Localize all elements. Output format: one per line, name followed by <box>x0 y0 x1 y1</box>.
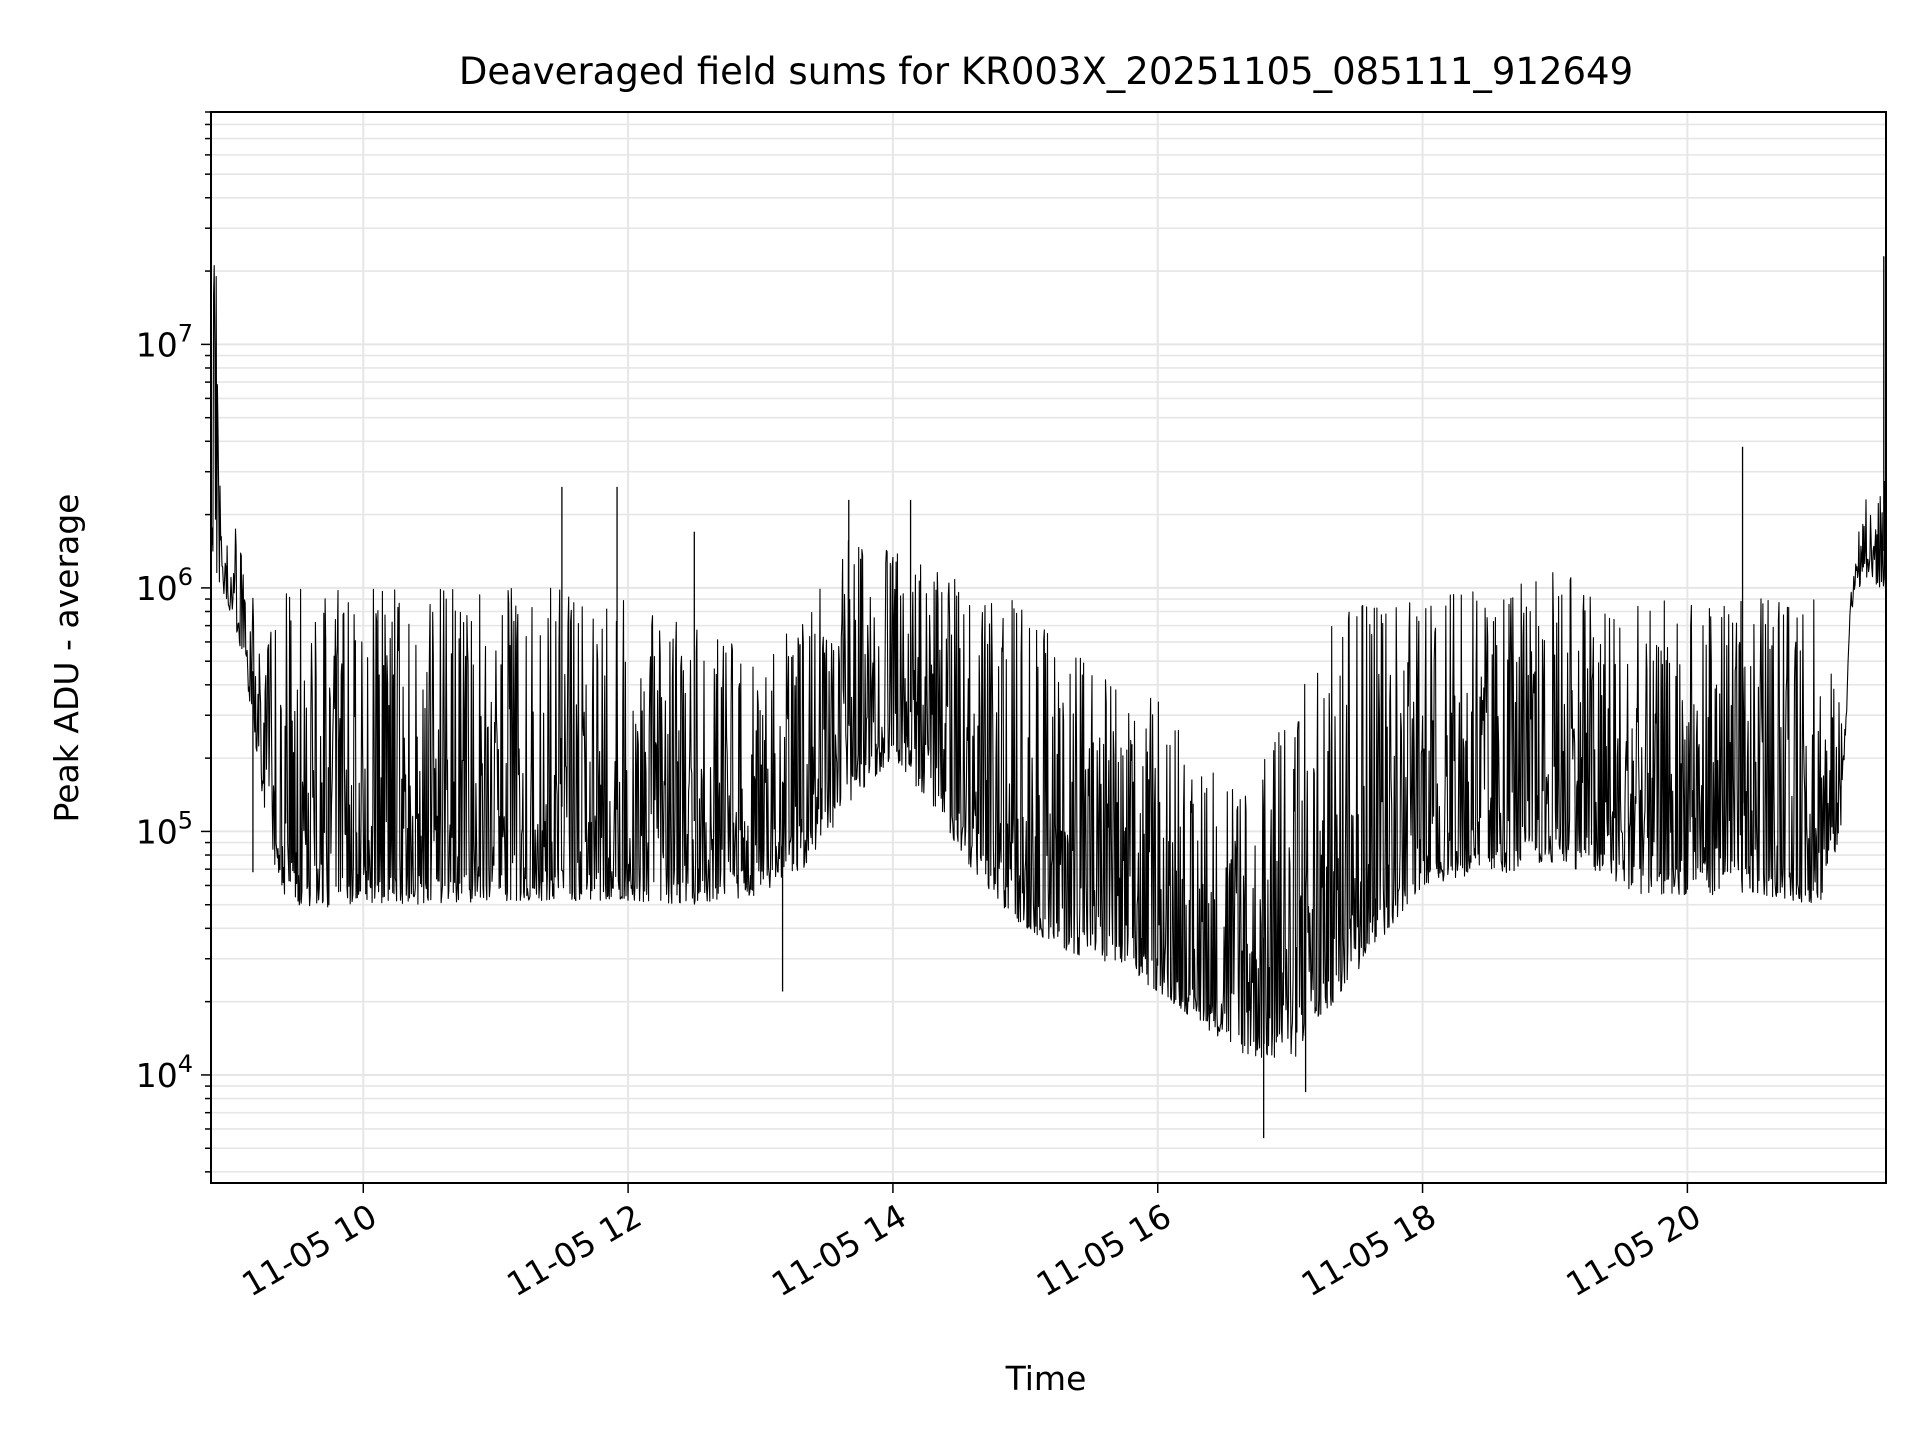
y-axis-label: Peak ADU - average <box>47 494 86 823</box>
y-tick-label: 107 <box>136 319 193 364</box>
x-tick-label: 11-05 20 <box>1559 1196 1707 1304</box>
y-tick-exponent: 5 <box>178 806 193 834</box>
grid-lines <box>211 111 1886 1183</box>
chart-title: Deaveraged field sums for KR003X_2025110… <box>459 50 1633 93</box>
x-tick-label: 11-05 14 <box>765 1196 913 1304</box>
y-tick-label: 106 <box>136 563 193 608</box>
x-tick-label: 11-05 18 <box>1295 1196 1443 1304</box>
series-trace <box>210 265 1887 1058</box>
series-line <box>210 256 1887 1139</box>
y-tick-exponent: 7 <box>178 319 193 347</box>
y-tick-label: 104 <box>136 1050 193 1095</box>
x-tick-label: 11-05 16 <box>1030 1196 1178 1304</box>
y-tick-exponent: 4 <box>178 1050 193 1078</box>
plot-frame <box>210 111 1887 1184</box>
x-tick-label: 11-05 12 <box>500 1196 648 1304</box>
y-tick-label: 105 <box>136 806 193 851</box>
y-tick-base: 10 <box>136 325 178 364</box>
y-tick-exponent: 6 <box>178 563 193 591</box>
y-tick-base: 10 <box>136 569 178 608</box>
y-tick-base: 10 <box>136 812 178 851</box>
x-axis-ticks: 11-05 10 11-05 12 11-05 14 11-05 16 11-05 18… <box>235 1183 1707 1304</box>
x-tick-label: 11-05 10 <box>235 1196 383 1304</box>
x-axis-label: Time <box>1005 1359 1087 1398</box>
y-tick-base: 10 <box>136 1056 178 1095</box>
